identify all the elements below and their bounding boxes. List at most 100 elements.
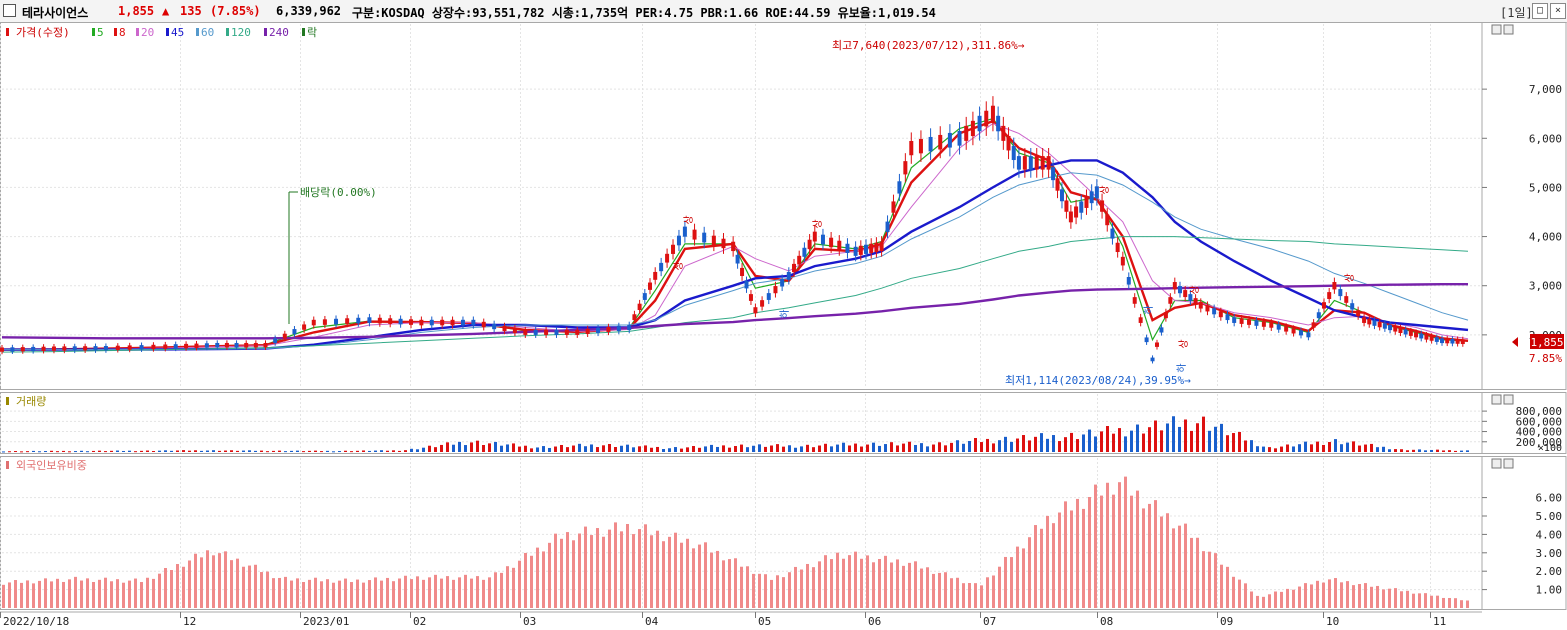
candle-body xyxy=(1321,302,1326,309)
volume-bar xyxy=(200,450,203,452)
foreign-bar xyxy=(938,572,941,608)
candle-body xyxy=(1046,156,1051,170)
candle-body xyxy=(1424,334,1429,340)
candle-body xyxy=(585,328,590,334)
foreign-bar xyxy=(1088,496,1091,608)
candle-body xyxy=(1011,146,1016,161)
limit-up-marker: 상 xyxy=(1099,185,1111,194)
stock-chart[interactable]: 2022/10/18 12 2023/01 02 03 04 05 06 07 08 09 10 11 2… xyxy=(0,22,1567,630)
foreign-bar xyxy=(800,569,803,608)
foreign-bar xyxy=(644,524,647,608)
volume-bar xyxy=(152,451,155,453)
volume-bar xyxy=(80,450,83,452)
volume-bar xyxy=(1040,433,1043,452)
volume-unit-label: ×100 xyxy=(1538,443,1562,454)
candle-body xyxy=(93,346,98,351)
volume-bar xyxy=(878,445,881,452)
foreign-bar xyxy=(1040,528,1043,608)
ma-legend-icon xyxy=(136,28,139,36)
volume-tick-label: 200,000 xyxy=(1516,436,1562,449)
foreign-bar xyxy=(188,560,191,608)
period-selector[interactable]: [1일] xyxy=(1500,6,1533,20)
foreign-bar xyxy=(482,579,485,608)
foreign-bar xyxy=(560,538,563,608)
candle-body xyxy=(797,255,802,265)
candle-body xyxy=(1168,297,1173,304)
volume-bar xyxy=(1154,420,1157,452)
volume-bar xyxy=(728,447,731,452)
foreign-tick-label: 4.00 xyxy=(1536,528,1563,541)
candle-body xyxy=(575,329,580,335)
foreign-bar xyxy=(602,536,605,608)
volume-bar xyxy=(242,450,245,452)
volume-bar xyxy=(134,451,137,453)
foreign-bar xyxy=(1082,508,1085,608)
candle-body xyxy=(302,324,307,330)
price-tag-arrow-icon xyxy=(1512,336,1518,347)
foreign-bar xyxy=(308,579,311,608)
select-checkbox[interactable] xyxy=(3,4,16,17)
foreign-bar xyxy=(140,582,143,608)
foreign-bar xyxy=(554,533,557,608)
volume-bar xyxy=(182,450,185,452)
foreign-bar xyxy=(758,573,761,608)
candle-body xyxy=(377,317,382,324)
price-tick-label: 6,000 xyxy=(1529,132,1562,145)
candle-body xyxy=(1120,256,1125,266)
volume-bar xyxy=(410,448,413,452)
foreign-bar xyxy=(284,576,287,608)
candle-body xyxy=(702,232,707,243)
candle-body xyxy=(345,318,350,324)
foreign-bar xyxy=(1244,583,1247,608)
foreign-bar xyxy=(1448,597,1451,608)
volume-bar xyxy=(1106,426,1109,452)
volume-bar xyxy=(518,446,521,452)
volume-bar xyxy=(644,445,647,452)
foreign-bar xyxy=(380,580,383,608)
volume-bar xyxy=(314,450,317,452)
volume-bar xyxy=(1202,416,1205,452)
foreign-bar xyxy=(1454,598,1457,608)
foreign-close-icon xyxy=(1503,458,1514,469)
candle-body xyxy=(367,317,372,323)
volume-bar xyxy=(1088,429,1091,452)
restore-icon[interactable]: □ xyxy=(1532,3,1548,19)
foreign-bar xyxy=(1016,546,1019,608)
foreign-bar xyxy=(818,561,821,608)
volume-bar xyxy=(1028,440,1031,452)
volume-bar xyxy=(1412,449,1415,452)
candle-body xyxy=(1212,308,1217,315)
foreign-legend-icon xyxy=(6,461,9,469)
candle-body xyxy=(554,329,559,335)
volume-bar xyxy=(224,450,227,452)
volume-bar xyxy=(290,450,293,452)
foreign-bar xyxy=(392,581,395,608)
candle-body xyxy=(151,344,156,350)
volume-bar xyxy=(1034,436,1037,452)
foreign-bar xyxy=(668,536,671,608)
close-icon[interactable]: × xyxy=(1550,3,1566,19)
x-tick-label: 2023/01 xyxy=(303,615,349,628)
volume-bar xyxy=(158,450,161,452)
candle-body xyxy=(408,319,413,325)
foreign-bar xyxy=(524,552,527,608)
volume-bar xyxy=(578,443,581,452)
volume-bar xyxy=(998,440,1001,452)
volume-bar xyxy=(20,451,23,453)
foreign-bar xyxy=(428,577,431,608)
candle-body xyxy=(204,343,209,348)
candle-body xyxy=(891,201,896,213)
volume-bar xyxy=(1172,416,1175,452)
x-tick-label: 09 xyxy=(1220,615,1233,628)
volume-bar xyxy=(920,443,923,452)
foreign-tick-label: 5.00 xyxy=(1536,510,1563,523)
foreign-bar xyxy=(1106,482,1109,608)
candle-body xyxy=(606,326,611,333)
foreign-bar xyxy=(746,566,749,608)
volume-bar xyxy=(524,445,527,452)
volume-bar xyxy=(1244,440,1247,452)
candle-body xyxy=(139,345,144,350)
price-restore-icon xyxy=(1491,24,1502,35)
foreign-bar xyxy=(122,582,125,608)
volume-bar xyxy=(650,447,653,452)
